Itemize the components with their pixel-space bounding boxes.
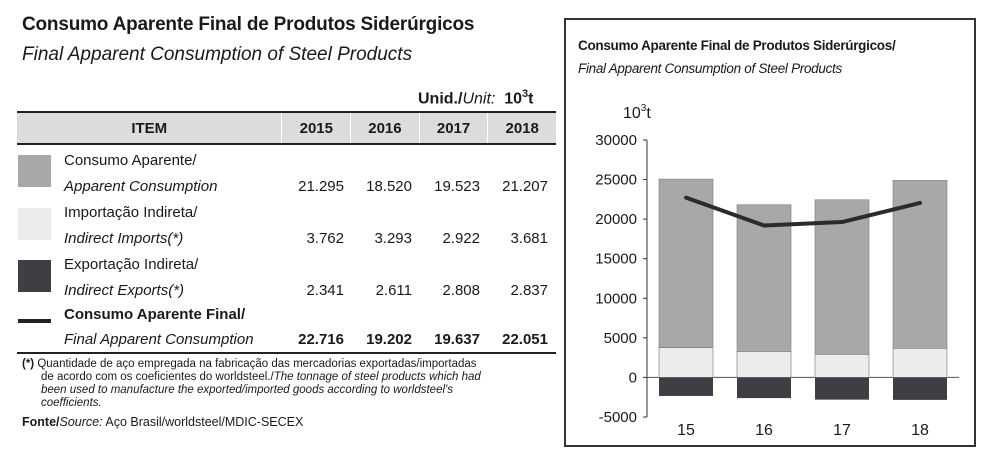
bar-indirect-exports	[737, 377, 791, 399]
header-year-2015: 2015	[281, 111, 351, 145]
source-label: Fonte/	[22, 415, 60, 429]
x-tick-label: 16	[755, 422, 773, 439]
source-label-en: Source:	[59, 415, 103, 429]
y-tick-label: 0	[629, 369, 637, 386]
cell-value: 2.341	[306, 282, 344, 299]
y-tick-label: 10000	[595, 290, 637, 307]
cell-value: 21.207	[502, 178, 548, 195]
legend-swatch-indirect-imports	[18, 208, 51, 240]
legend-swatch-indirect-exports	[18, 260, 51, 292]
chart-title: Consumo Aparente Final de Produtos Sider…	[578, 38, 896, 53]
bar-apparent-consumption	[814, 199, 870, 355]
cell-value: 22.716	[298, 331, 344, 348]
header-year-2018: 2018	[487, 111, 556, 145]
footnote-line-3: been used to manufacture the exported/im…	[41, 384, 453, 397]
row-label-pt: Importação Indireta/	[64, 204, 198, 221]
row-label-pt: Consumo Aparente Final/	[64, 306, 246, 323]
bar-indirect-exports	[659, 377, 713, 396]
cell-value: 2.837	[510, 282, 548, 299]
cell-value: 19.202	[366, 331, 412, 348]
x-tick-label: 18	[911, 422, 929, 439]
y-tick-label: 20000	[595, 211, 637, 228]
row-label-pt: Consumo Aparente/	[64, 152, 197, 169]
cell-value: 19.637	[434, 331, 480, 348]
legend-line-final-consumption	[18, 319, 51, 323]
table-title: Consumo Aparente Final de Produtos Sider…	[22, 14, 475, 35]
footnote-mark: (*)	[22, 358, 35, 370]
y-tick-label: 25000	[595, 172, 637, 189]
cell-value: 21.295	[298, 178, 344, 195]
chart-svg: 103t -5000 0 5000 10000 15000 20000 25000 30000 1…	[595, 103, 959, 439]
unit-suffix: t	[528, 90, 534, 108]
row-label-en: Indirect Exports(*)	[64, 282, 185, 299]
footnote-text-2-en: The tonnage of steel products which had	[273, 371, 481, 383]
bar-apparent-consumption	[658, 178, 714, 348]
y-axis-unit-label: 103t	[623, 103, 651, 122]
unit-exp: 3	[522, 88, 529, 100]
y-tick-label: 30000	[595, 132, 637, 149]
y-tick-label: 15000	[595, 251, 637, 268]
row-label-pt: Exportação Indireta/	[64, 256, 199, 273]
header-item: ITEM	[17, 111, 282, 145]
source-line: Fonte/Source: Aço Brasil/worldsteel/MDIC…	[22, 416, 303, 429]
header-year-2016: 2016	[350, 111, 420, 145]
legend-swatch-apparent-consumption	[18, 155, 51, 187]
cell-value: 3.681	[510, 230, 548, 247]
source-value: Aço Brasil/worldsteel/MDIC-SECEX	[102, 415, 304, 429]
cell-value: 2.808	[442, 282, 480, 299]
cell-value: 18.520	[366, 178, 412, 195]
line-final-apparent-consumption	[684, 195, 922, 228]
unit-pt: Unid./	[418, 90, 463, 108]
unit-en: Unit:	[462, 90, 496, 108]
footnote-line-4: coefficients.	[41, 397, 102, 410]
unit-value: 10	[504, 90, 523, 108]
row-label-en: Final Apparent Consumption	[64, 331, 254, 348]
y-tick-label: -5000	[599, 409, 637, 426]
table-subtitle: Final Apparent Consumption of Steel Prod…	[22, 44, 412, 66]
footnote-text-1: Quantidade de aço empregada na fabricaçã…	[34, 358, 477, 370]
table-header-row: ITEM 2015 2016 2017 2018	[17, 111, 556, 145]
y-tick-label: 5000	[604, 330, 637, 347]
x-tick-label: 15	[677, 422, 695, 439]
chart-frame	[564, 18, 976, 447]
bar-indirect-imports	[892, 347, 948, 378]
data-table: ITEM 2015 2016 2017 2018	[17, 111, 556, 145]
bar-indirect-imports	[814, 354, 870, 378]
cell-value: 2.611	[375, 282, 412, 299]
footnote-text-4-en: coefficients.	[41, 397, 102, 409]
footnote-text-3-en: been used to manufacture the exported/im…	[41, 384, 453, 396]
cell-value: 3.293	[374, 230, 412, 247]
cell-value: 2.922	[442, 230, 480, 247]
cell-value: 19.523	[434, 178, 480, 195]
bar-indirect-imports	[658, 347, 714, 378]
bar-indirect-imports	[736, 351, 792, 378]
cell-value: 22.051	[502, 331, 548, 348]
unit-label: Unid./Unit: 103t	[418, 88, 533, 108]
bar-indirect-exports	[815, 377, 869, 400]
bar-indirect-exports	[893, 377, 947, 400]
table-subtitle-text: Final Apparent Consumption of Steel Prod…	[22, 44, 413, 65]
row-label-en: Indirect Imports(*)	[64, 230, 184, 247]
chart-subtitle: Final Apparent Consumption of Steel Prod…	[578, 61, 842, 76]
x-tick-label: 17	[833, 422, 851, 439]
table-bottom-rule	[17, 352, 556, 354]
footnote-line-1: (*) Quantidade de aço empregada na fabri…	[22, 358, 477, 371]
footnote-line-2: de acordo com os coeficientes do worldst…	[41, 371, 481, 384]
row-label-en: Apparent Consumption	[64, 178, 218, 195]
cell-value: 3.762	[306, 230, 344, 247]
footnote-text-2-pt: de acordo com os coeficientes do worldst…	[41, 371, 274, 383]
header-year-2017: 2017	[418, 111, 488, 145]
bar-apparent-consumption	[736, 204, 792, 352]
